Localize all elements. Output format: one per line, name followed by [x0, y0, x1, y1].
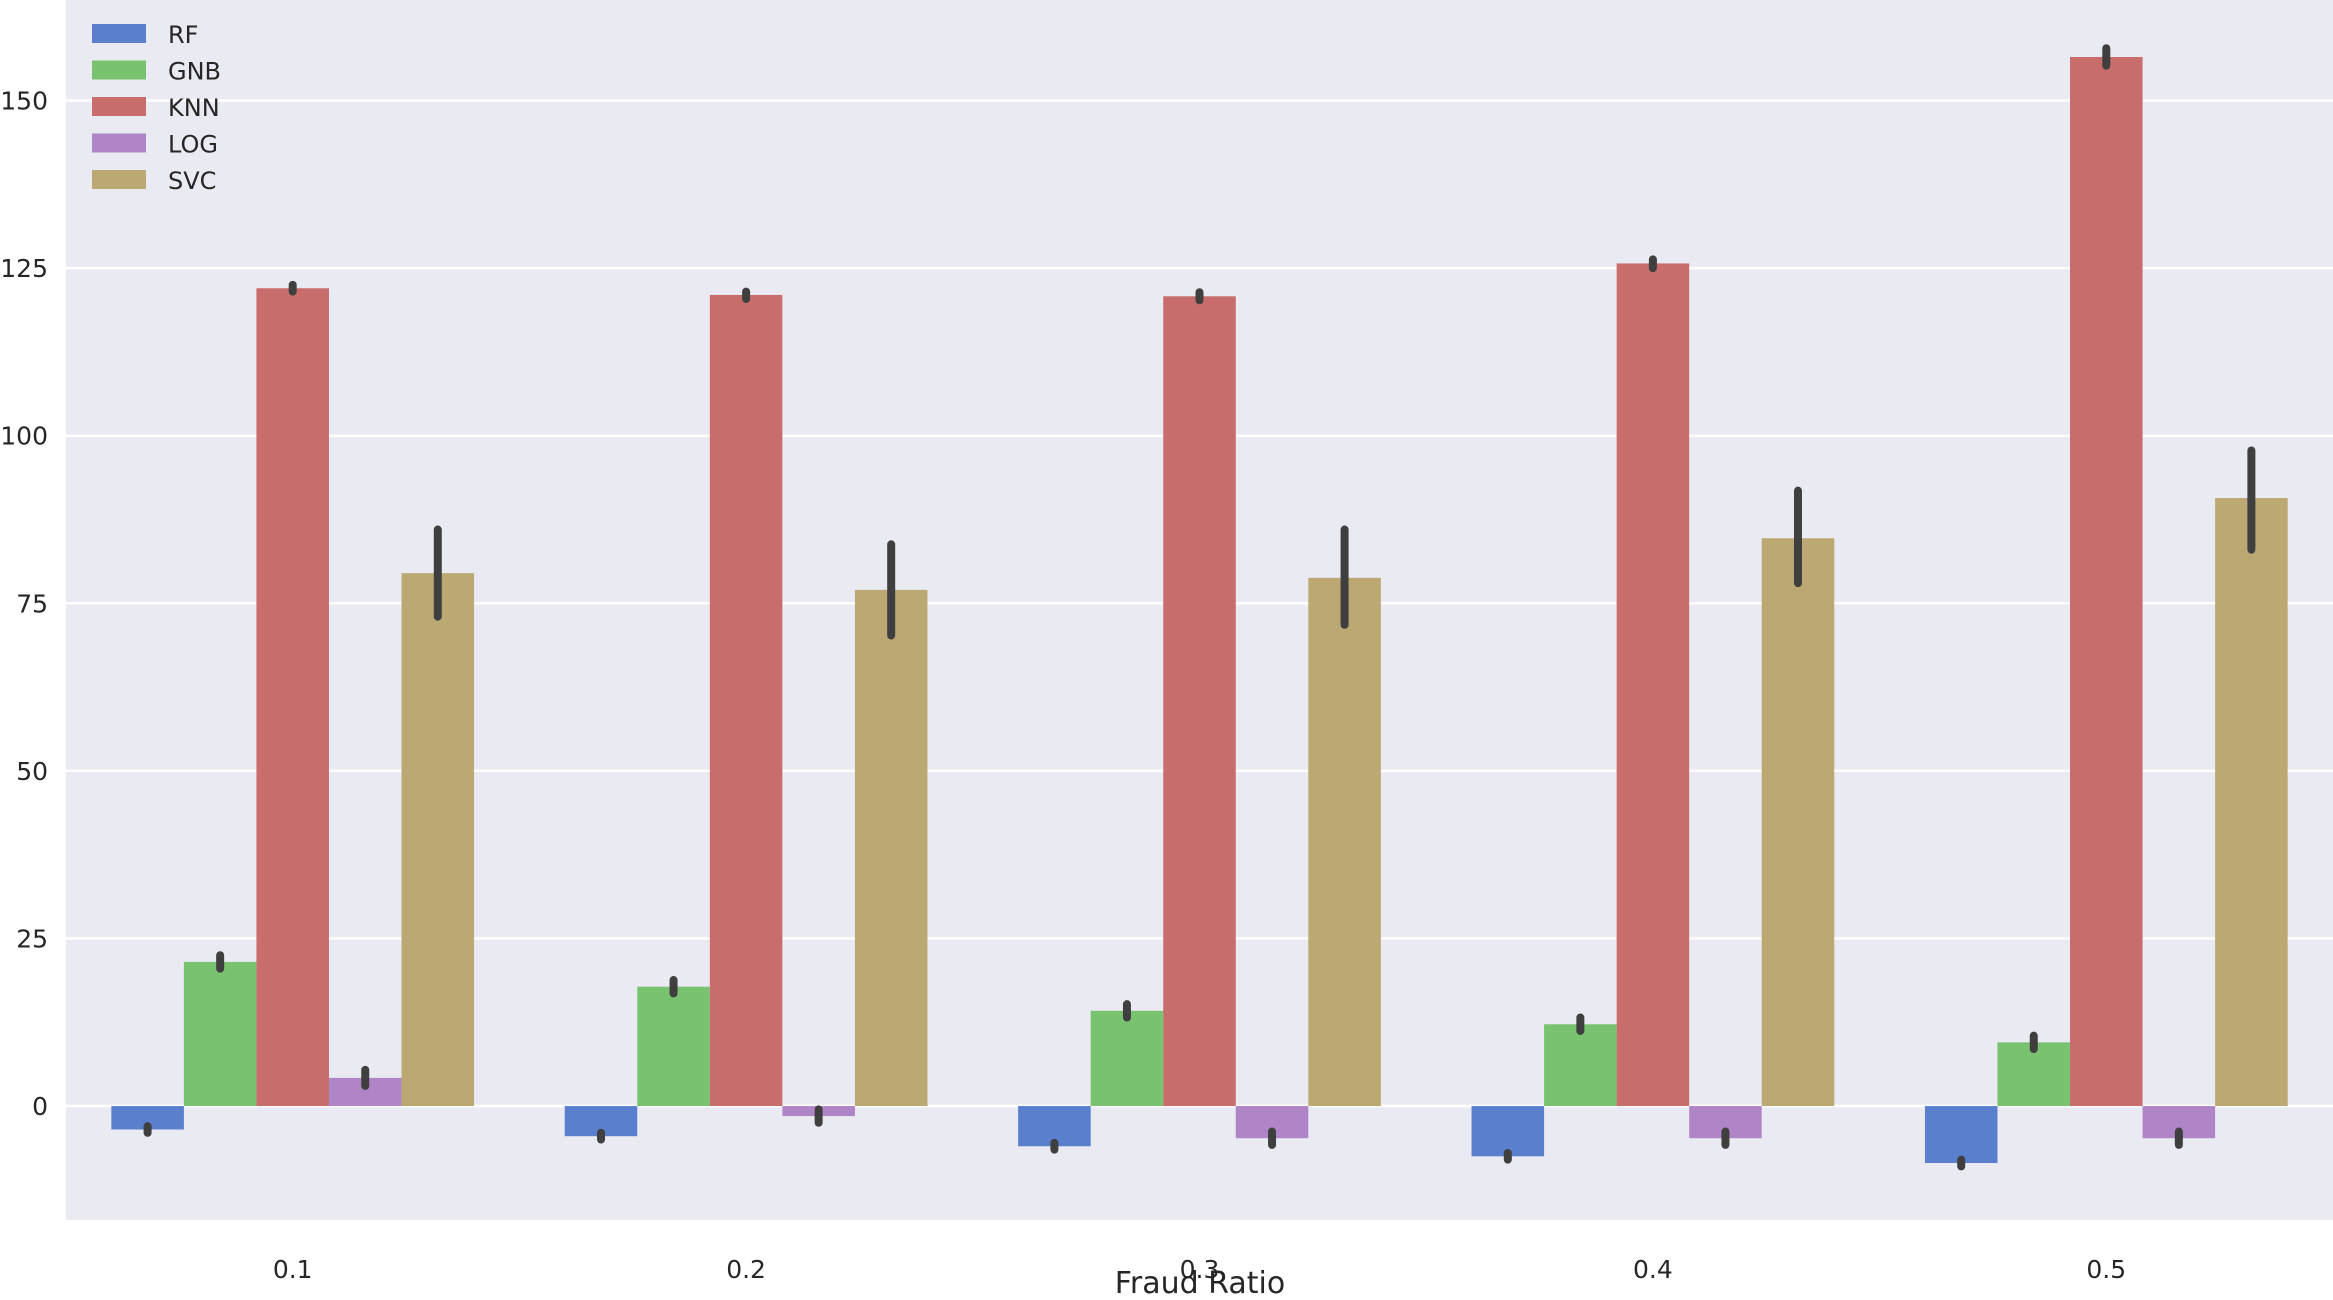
bar-rf [1924, 1106, 1998, 1164]
legend-label-gnb: GNB [168, 58, 221, 86]
bar-svc [401, 573, 475, 1107]
y-tick-label: 0 [32, 1092, 48, 1121]
y-tick-label: 100 [0, 422, 48, 451]
bar-knn [1163, 296, 1236, 1107]
y-tick-label: 150 [0, 87, 48, 116]
legend-label-knn: KNN [168, 94, 220, 122]
bar-svc [854, 589, 928, 1107]
legend-swatch-log [92, 133, 146, 153]
legend-label-log: LOG [168, 131, 218, 159]
y-tick-label: 75 [16, 589, 48, 618]
y-tick-labels: 0 25 50 75 100 125 150 [0, 87, 48, 1121]
legend-label-rf: RF [168, 21, 198, 49]
x-tick-label: 0.5 [2086, 1255, 2126, 1284]
x-tick-label: 0.4 [1633, 1255, 1673, 1284]
bar-gnb [1544, 1024, 1617, 1107]
bar-svc [1761, 538, 1835, 1107]
bar-svc [1308, 577, 1381, 1107]
y-tick-label: 50 [16, 757, 48, 786]
x-tick-labels: 0.1 0.2 0.3 0.4 0.5 [273, 1255, 2126, 1284]
bar-gnb [1090, 1010, 1164, 1107]
bar-gnb [183, 961, 257, 1107]
legend-label-svc: SVC [168, 167, 216, 195]
legend: RF GNB KNN LOG SVC [92, 21, 221, 195]
y-tick-label: 25 [16, 924, 48, 953]
bar-knn [709, 294, 783, 1107]
x-tick-label: 0.1 [273, 1255, 313, 1284]
bar-knn [1616, 263, 1690, 1107]
bar-knn [2070, 56, 2143, 1107]
legend-swatch-rf [92, 24, 146, 43]
bars-group [111, 56, 2288, 1164]
x-axis-title: Fraud Ratio [1115, 1266, 1285, 1300]
legend-swatch-gnb [92, 60, 146, 80]
bar-rf [1471, 1106, 1545, 1157]
errorbars-group [143, 44, 2256, 1171]
x-tick-label: 0.3 [1180, 1255, 1220, 1284]
bar-gnb [637, 986, 710, 1107]
bar-svc [2215, 498, 2288, 1107]
y-tick-label: 125 [0, 254, 48, 283]
bar-rf [111, 1106, 184, 1130]
legend-swatch-svc [92, 170, 146, 189]
legend-swatch-knn [92, 97, 146, 116]
bar-knn [256, 288, 329, 1107]
x-tick-label: 0.2 [726, 1255, 766, 1284]
